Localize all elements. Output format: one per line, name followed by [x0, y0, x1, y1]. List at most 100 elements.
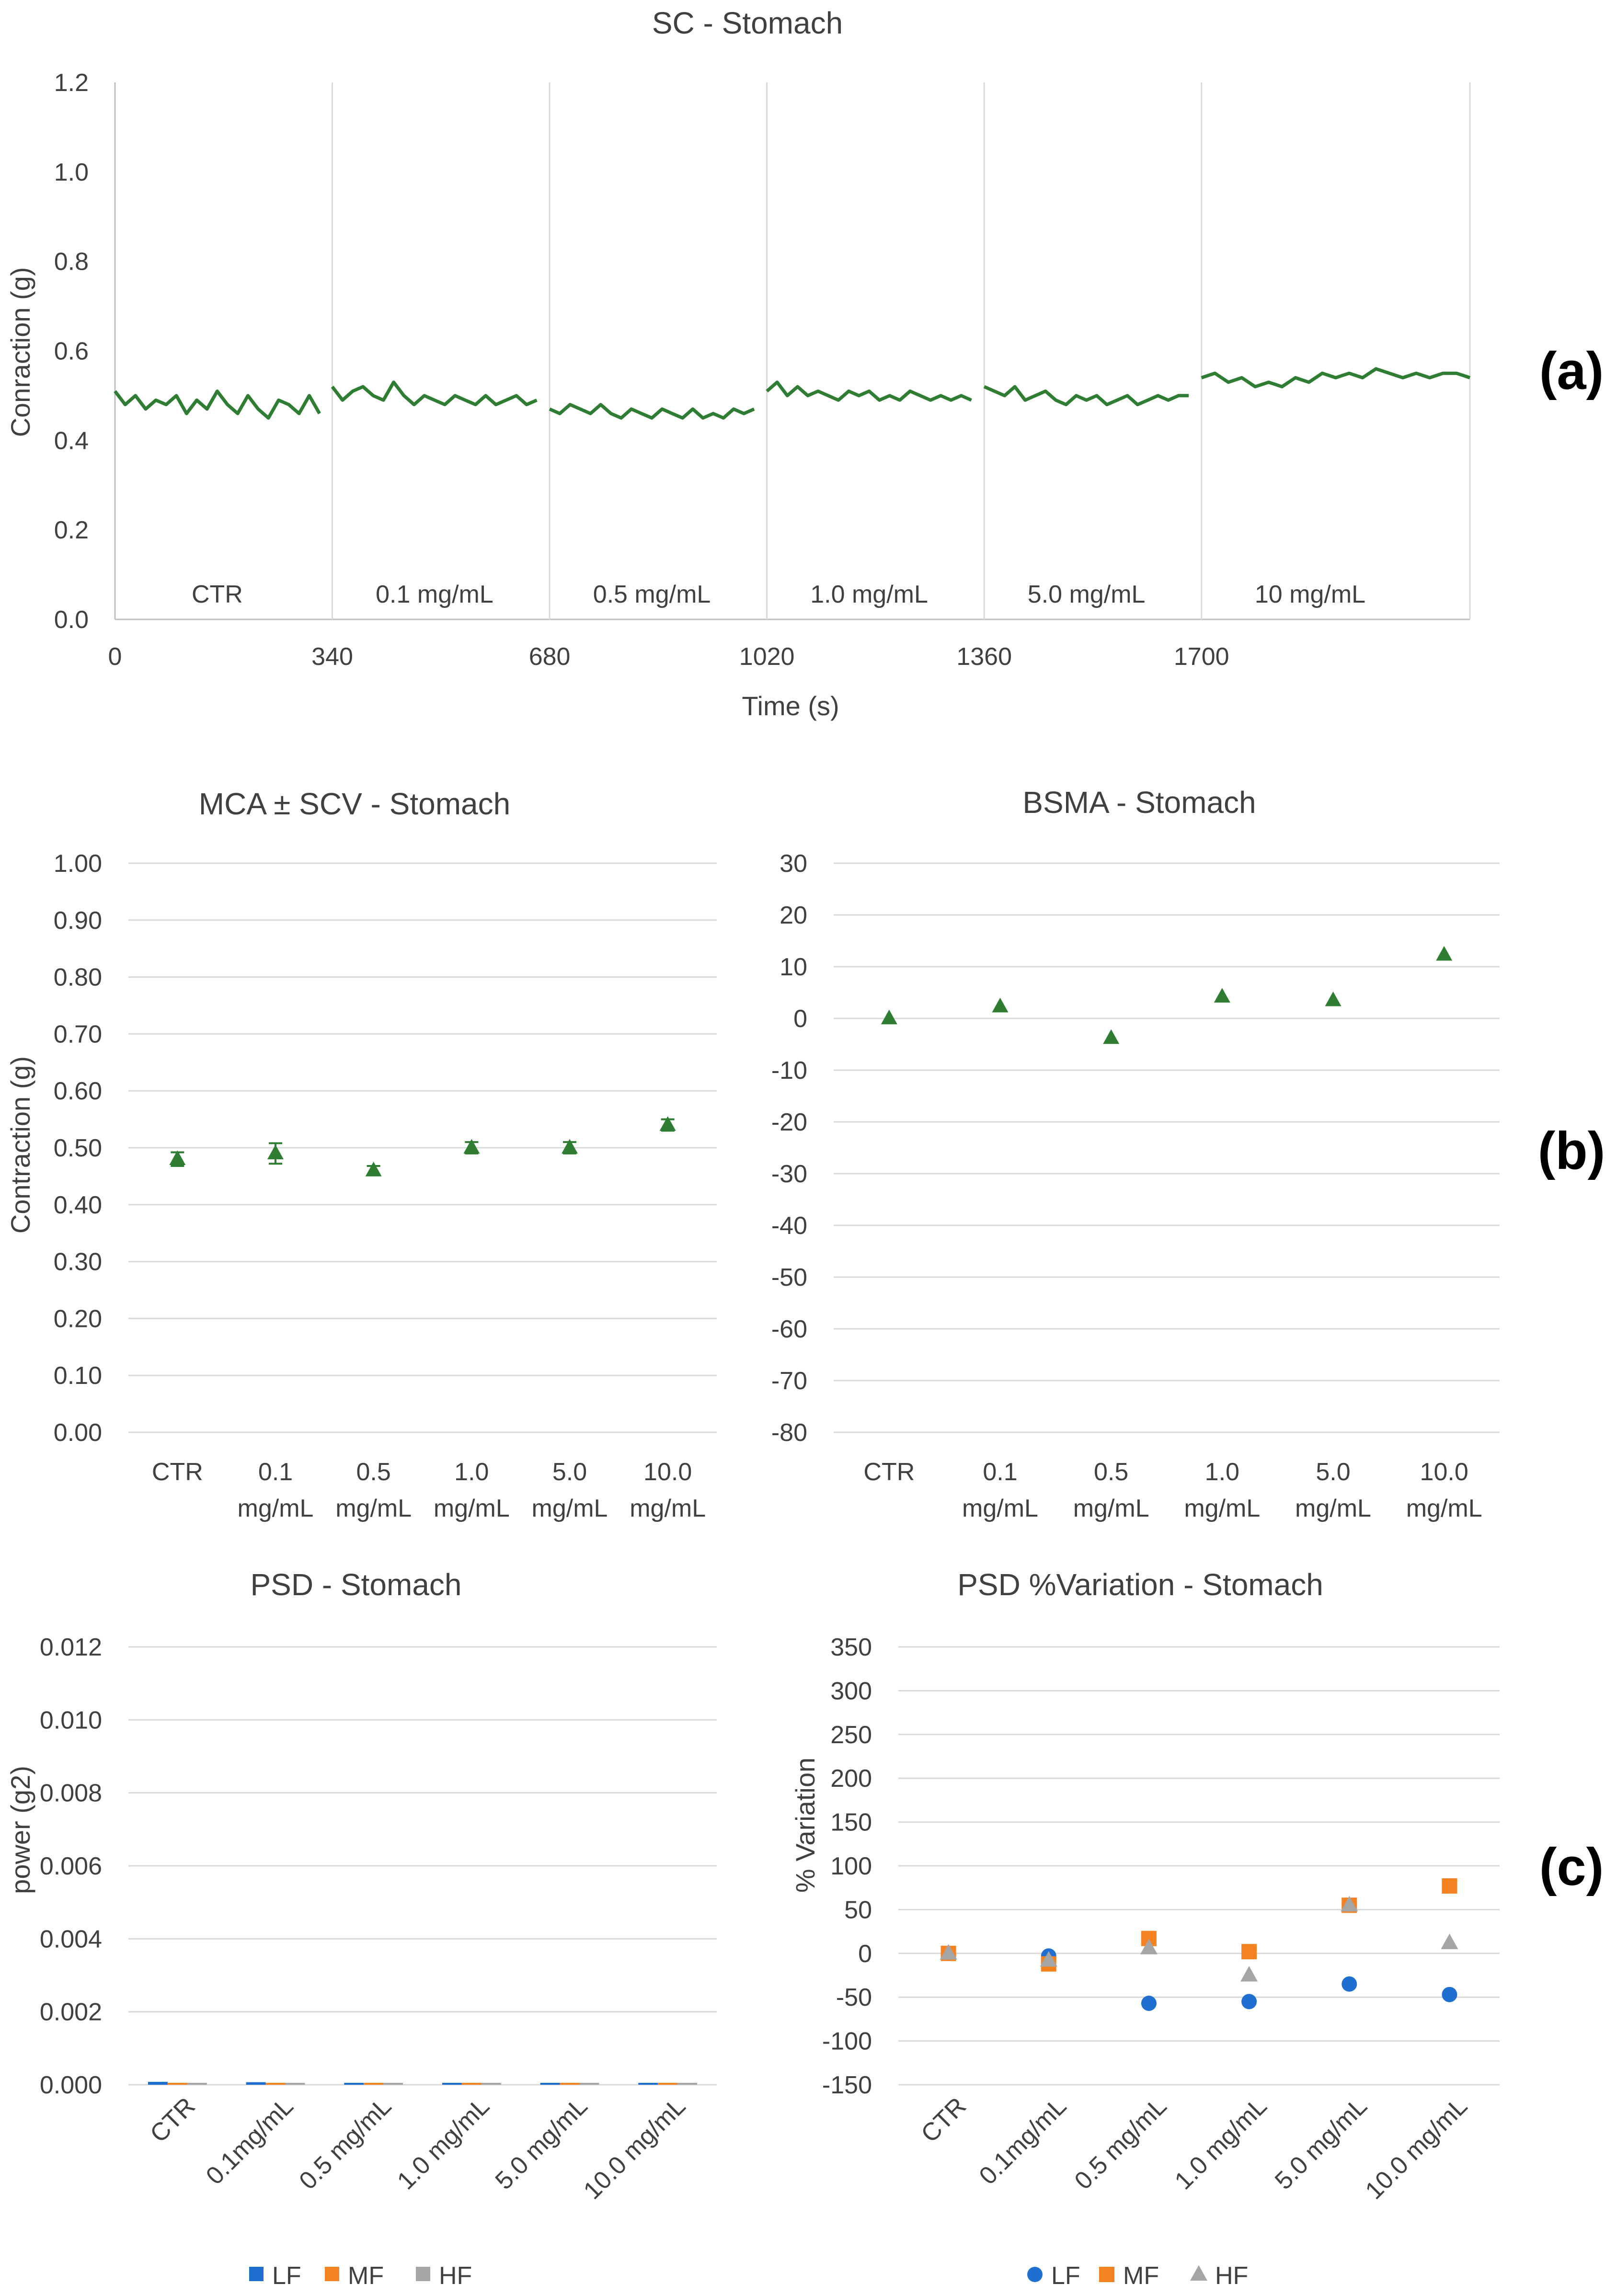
sc-y-tick: 1.2: [54, 69, 89, 97]
mca-y-tick: 0.40: [54, 1191, 102, 1219]
mca-y-tick: 0.10: [54, 1362, 102, 1390]
psdvar-point-hf: [1441, 1933, 1458, 1949]
psd-bar: [167, 2083, 187, 2085]
bsma-y-tick: -70: [771, 1367, 807, 1395]
bsma-plot-area: -80 -70 -60 -50 -40 -30 -20 -10 0 10 20 30 CTR 0.1 mg/…: [771, 850, 1500, 1522]
psdvar-plot-area: -150 -100 -50 0 50 100 150 200 250 300 350 CTR 0.1mg…: [822, 1633, 1500, 2290]
psdvar-legend-marker: [1190, 2265, 1207, 2281]
sc-y-tick: 0.0: [54, 606, 89, 634]
psd-legend-label: LF: [272, 2262, 301, 2290]
psd-x-tick: 1.0 mg/mL: [392, 2092, 495, 2195]
mca-y-tick: 0.20: [54, 1305, 102, 1333]
psd-legend-label: MF: [348, 2262, 384, 2290]
chart-sc: SC - Stomach Time (s) Conraction (g) (a)…: [5, 6, 1604, 721]
sc-segment-label: 0.1 mg/mL: [376, 581, 493, 608]
bsma-point: [1103, 1029, 1120, 1044]
sc-y-tick: 0.6: [54, 338, 89, 366]
bsma-y-tick: 10: [780, 953, 807, 981]
sc-segment-label: CTR: [192, 581, 243, 608]
bsma-point: [1214, 988, 1230, 1003]
psdvar-x-tick: CTR: [916, 2092, 972, 2148]
psd-bar: [461, 2083, 482, 2085]
psdvar-legend-marker: [1027, 2267, 1043, 2282]
bsma-x-tick: 0.1 mg/mL: [962, 1458, 1038, 1522]
mca-x-tick: 0.5 mg/mL: [335, 1458, 412, 1522]
mca-point: [562, 1139, 578, 1154]
bsma-y-tick: -30: [771, 1160, 807, 1188]
mca-y-tick: 0.00: [54, 1419, 102, 1447]
bsma-y-tick: -80: [771, 1419, 807, 1447]
psd-y-tick: 0.010: [40, 1706, 102, 1734]
psd-y-tick: 0.008: [40, 1780, 102, 1807]
psd-ylabel: power (g2): [5, 1766, 35, 1894]
chart-bsma: BSMA - Stomach (b) -80 -70 -60 -50 -40 -30 -20…: [771, 785, 1605, 1522]
psdvar-x-tick: 1.0 mg/mL: [1170, 2092, 1273, 2195]
psdvar-title: PSD %Variation - Stomach: [957, 1567, 1323, 1602]
sc-y-tick: 1.0: [54, 159, 89, 186]
psdvar-point-lf: [1241, 1994, 1257, 2010]
mca-point: [169, 1150, 186, 1165]
psd-x-tick: 10.0 mg/mL: [578, 2092, 691, 2205]
psdvar-point-hf: [940, 1944, 957, 1960]
chart-mca: MCA ± SCV - Stomach Contraction (g) 0.00…: [5, 787, 717, 1522]
psd-bar: [265, 2083, 286, 2085]
bsma-y-tick: -20: [771, 1108, 807, 1136]
psdvar-point-hf: [1140, 1939, 1158, 1954]
psdvar-y-tick: 300: [830, 1677, 872, 1705]
mca-y-tick: 1.00: [54, 850, 102, 878]
psd-x-tick: 0.1mg/mL: [201, 2092, 299, 2190]
psdvar-legend-label: LF: [1051, 2262, 1080, 2290]
psd-x-tick: 0.5 mg/mL: [294, 2092, 397, 2195]
psdvar-point-mf: [1241, 1944, 1257, 1960]
psdvar-point-hf: [1341, 1896, 1358, 1912]
sc-x-tick: 0: [108, 643, 122, 671]
psd-bar: [677, 2083, 698, 2085]
psd-bar: [344, 2083, 364, 2085]
psdvar-point-hf: [1040, 1951, 1057, 1967]
sc-segment-label: 10 mg/mL: [1255, 581, 1365, 608]
psdvar-y-tick: 250: [830, 1721, 872, 1749]
sc-trace-segment: [983, 385, 1189, 407]
mca-y-tick: 0.70: [54, 1020, 102, 1048]
mca-y-tick: 0.30: [54, 1248, 102, 1276]
mca-point: [267, 1144, 284, 1160]
bsma-point: [1325, 991, 1342, 1006]
psd-bar: [560, 2083, 580, 2085]
sc-y-tick: 0.4: [54, 427, 89, 455]
sc-trace-segment: [766, 380, 972, 402]
psdvar-point-mf: [1442, 1878, 1457, 1894]
psdvar-legend-marker: [1099, 2267, 1114, 2282]
mca-y-tick: 0.60: [54, 1077, 102, 1105]
psdvar-y-tick: 150: [830, 1809, 872, 1837]
sc-trace-segment: [1201, 367, 1471, 388]
psd-bar: [364, 2083, 384, 2085]
bsma-y-tick: -50: [771, 1264, 807, 1291]
mca-x-tick: 0.1 mg/mL: [238, 1458, 314, 1522]
psd-legend-label: HF: [439, 2262, 472, 2290]
mca-point: [365, 1162, 382, 1177]
psdvar-y-tick: 200: [830, 1765, 872, 1793]
psdvar-y-tick: 50: [844, 1896, 872, 1924]
mca-title: MCA ± SCV - Stomach: [199, 787, 510, 821]
bsma-y-tick: 20: [780, 902, 807, 929]
sc-trace-segment: [549, 403, 755, 420]
sc-segment-label: 5.0 mg/mL: [1028, 581, 1146, 608]
chart-psd: PSD - Stomach power (g2) 0.000 0.002 0.004…: [5, 1567, 717, 2290]
psd-bar: [383, 2083, 403, 2085]
psd-bar: [442, 2083, 462, 2085]
psdvar-legend-label: MF: [1123, 2262, 1159, 2290]
sc-x-tick: 1700: [1174, 643, 1229, 671]
panel-b-label: (b): [1538, 1121, 1605, 1180]
psd-bar: [638, 2083, 658, 2085]
psdvar-y-tick: -100: [822, 2028, 872, 2056]
sc-segment-label: 0.5 mg/mL: [593, 581, 711, 608]
bsma-title: BSMA - Stomach: [1022, 785, 1256, 820]
mca-plot-area: 0.00 0.10 0.20 0.30 0.40 0.50 0.60 0.70 0.80 0.90…: [54, 850, 717, 1522]
psd-bar: [148, 2081, 168, 2085]
psd-bar: [246, 2082, 266, 2085]
sc-plot-area: 0.0 0.2 0.4 0.6 0.8 1.0 1.2 0 340 680 1020 1360 1700…: [54, 69, 1471, 671]
sc-segment-label: 1.0 mg/mL: [810, 581, 928, 608]
psdvar-ylabel: % Variation: [790, 1758, 820, 1893]
bsma-y-tick: -60: [771, 1315, 807, 1343]
